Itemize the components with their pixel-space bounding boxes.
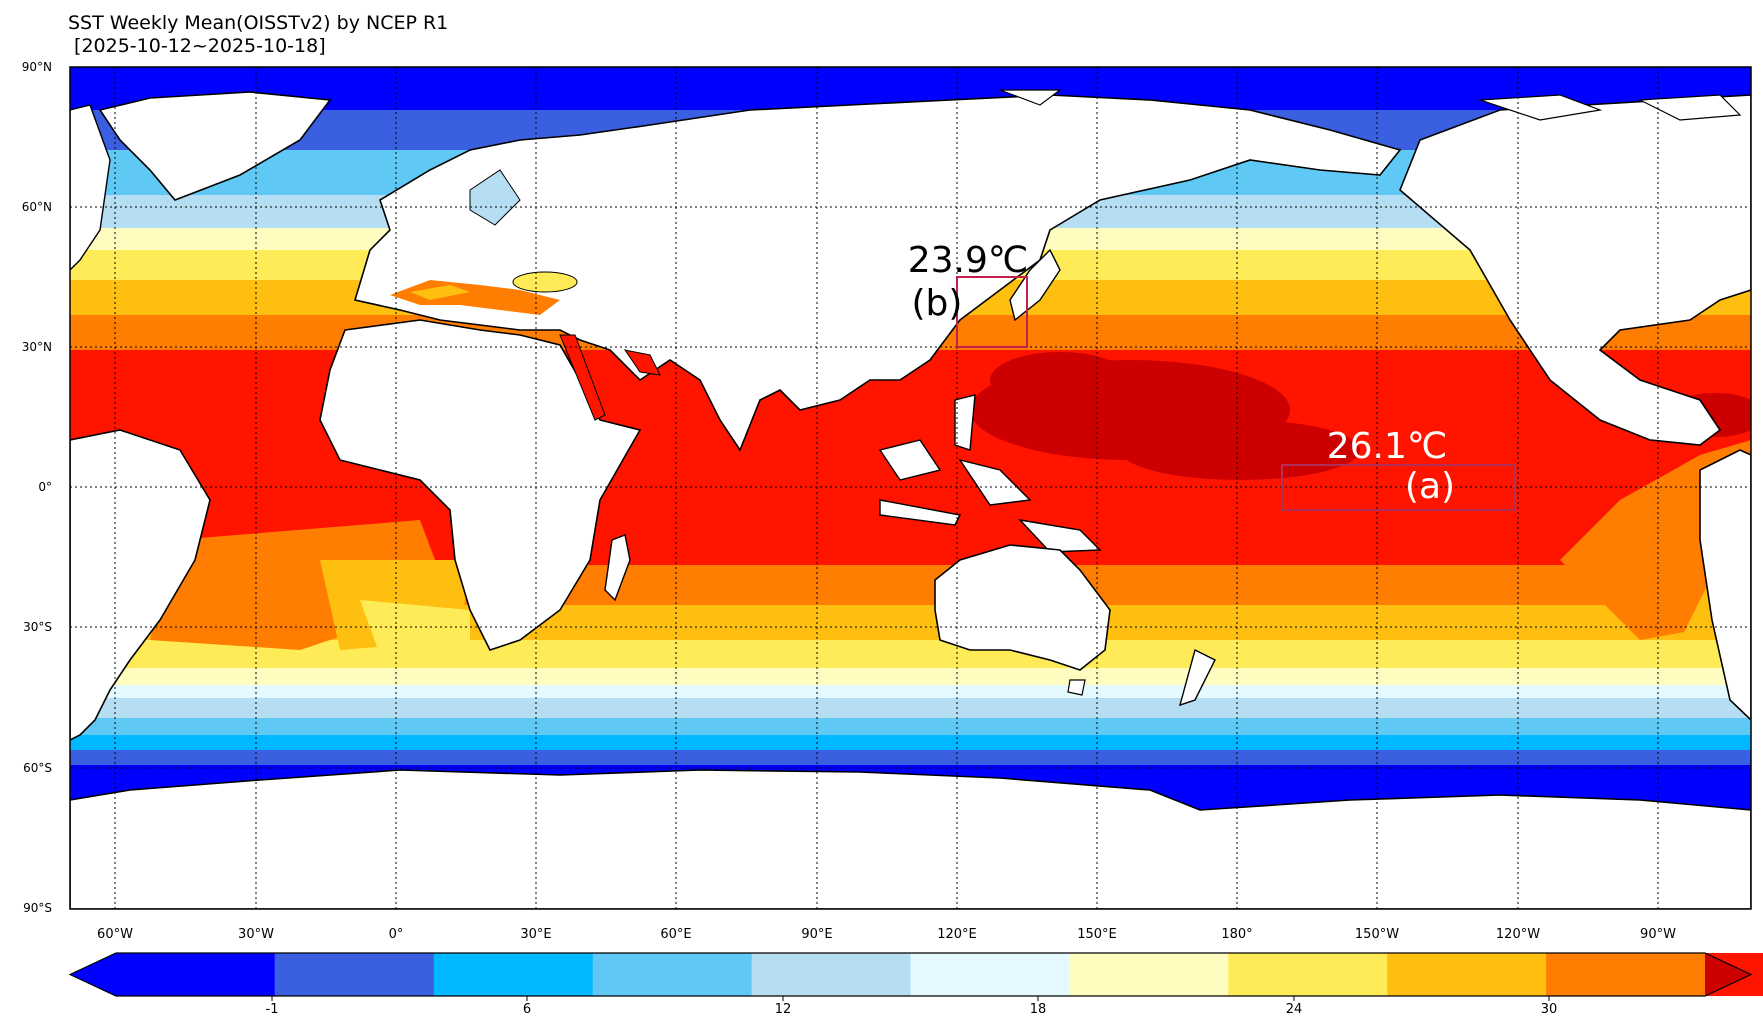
- lon-label: 0°: [389, 927, 404, 942]
- colorbar-segment: [910, 953, 1070, 996]
- lon-label: 180°: [1221, 927, 1252, 942]
- colorbar-segment: [1546, 953, 1706, 996]
- colorbar-segment: [433, 953, 594, 996]
- map-title: SST Weekly Mean(OISSTv2) by NCEP R1: [68, 12, 449, 34]
- colorbar-tick-label: 12: [775, 1002, 792, 1017]
- lon-label: 30°W: [238, 927, 274, 942]
- lon-label: 120°E: [937, 927, 977, 942]
- lon-label: 120°W: [1496, 927, 1540, 942]
- lat-label: 0°: [38, 480, 52, 494]
- region-a-label: (a): [1405, 466, 1455, 507]
- colorbar-tick-label: 24: [1286, 1002, 1303, 1017]
- region-a-value: 26.1℃: [1327, 426, 1448, 467]
- lon-label: 30°E: [520, 927, 551, 942]
- lon-label: 60°E: [660, 927, 691, 942]
- lon-label: 90°W: [1640, 927, 1676, 942]
- colorbar-segment: [1387, 953, 1547, 996]
- colorbar-segment: [751, 953, 911, 996]
- colorbar-segment: [1228, 953, 1388, 996]
- lon-label: 150°W: [1355, 927, 1399, 942]
- latitude-labels: 90°N 60°N 30°N 0° 30°S 60°S 90°S: [22, 60, 52, 915]
- lat-label: 30°S: [23, 620, 52, 634]
- region-b-label: (b): [912, 283, 963, 324]
- region-b-box: [956, 276, 1028, 348]
- colorbar: [68, 952, 1763, 1001]
- lat-label: 60°S: [23, 761, 52, 775]
- colorbar-tick-label: 30: [1541, 1002, 1558, 1017]
- lon-label: 150°E: [1077, 927, 1117, 942]
- colorbar-tick-label: 6: [523, 1002, 531, 1017]
- map-frame: [69, 66, 1752, 910]
- map-date-range: [2025-10-12~2025-10-18]: [68, 35, 326, 57]
- lat-label: 60°N: [22, 200, 52, 214]
- colorbar-segment: [274, 953, 435, 996]
- colorbar-tick-labels: -1 6 12 18 24 30: [266, 1002, 1558, 1017]
- region-b-value: 23.9℃: [908, 240, 1029, 281]
- colorbar-segment: [1069, 953, 1229, 996]
- colorbar-tick-label: -1: [266, 1002, 279, 1017]
- colorbar-outline: [68, 952, 1753, 997]
- colorbar-segment-min-extend: [70, 953, 275, 996]
- lat-label: 90°S: [23, 901, 52, 915]
- lon-label: 90°E: [801, 927, 832, 942]
- colorbar-segment: [592, 953, 753, 996]
- lat-label: 30°N: [22, 340, 52, 354]
- colorbar-segment-max-extend: [1705, 953, 1751, 996]
- graticule: [70, 67, 1751, 909]
- sst-field: [70, 67, 1751, 909]
- region-a-box: [1281, 464, 1516, 511]
- longitude-labels: 60°W 30°W 0° 30°E 60°E 90°E 120°E 150°E …: [97, 927, 1676, 942]
- lat-label: 90°N: [22, 60, 52, 74]
- lon-label: 60°W: [97, 927, 133, 942]
- colorbar-tick-label: 18: [1030, 1002, 1047, 1017]
